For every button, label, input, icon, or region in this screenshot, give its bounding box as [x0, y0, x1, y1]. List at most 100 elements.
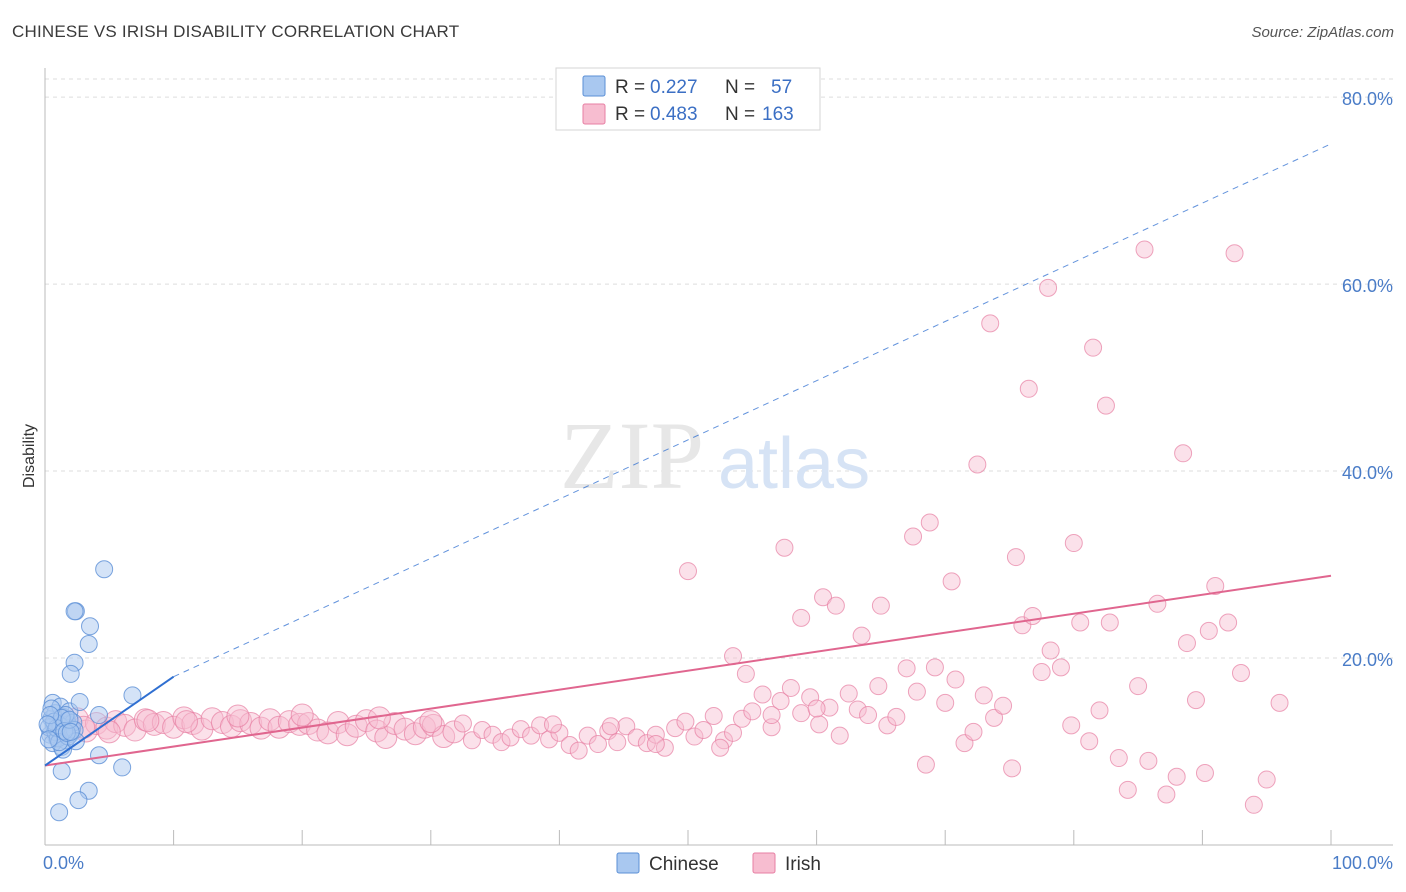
chinese-point — [65, 602, 84, 621]
chinese-point — [52, 762, 71, 781]
trend-lines — [173, 143, 1332, 678]
irish-point — [920, 513, 939, 532]
irish-point — [685, 727, 704, 746]
irish-point — [781, 678, 800, 697]
irish-points — [52, 240, 1289, 814]
irish-point — [453, 714, 472, 733]
y-tick-label: 60.0% — [1342, 276, 1393, 296]
irish-point — [258, 708, 282, 732]
irish-point — [1129, 677, 1148, 696]
irish-point — [1174, 444, 1193, 463]
legend-n-value-chinese: 57 — [771, 77, 792, 98]
irish-point — [142, 712, 166, 736]
irish-point — [897, 659, 916, 678]
irish-point — [1096, 396, 1115, 415]
irish-point — [1003, 759, 1022, 778]
irish-point — [814, 588, 833, 607]
irish-point — [1023, 606, 1042, 625]
irish-point — [1135, 240, 1154, 259]
chinese-point — [61, 722, 80, 741]
irish-point — [97, 720, 121, 744]
irish-point — [762, 706, 781, 725]
irish-swatch — [582, 103, 606, 125]
grid-lines — [45, 78, 1393, 659]
stats-legend: R = 0.227 N = 57 R = 0.483 N = 163 — [555, 67, 821, 131]
irish-point — [335, 723, 359, 747]
legend-irish-swatch — [752, 852, 776, 874]
irish-point — [852, 626, 871, 645]
irish-point — [473, 721, 492, 740]
irish-point — [1186, 691, 1205, 710]
irish-point — [569, 741, 588, 760]
irish-point — [174, 710, 198, 734]
legend-n-label-irish: N = — [725, 104, 755, 125]
irish-point — [839, 684, 858, 703]
chinese-point — [69, 791, 88, 810]
irish-point — [1177, 634, 1196, 653]
irish-point — [936, 693, 955, 712]
irish-point — [136, 709, 160, 733]
chinese-swatch — [582, 75, 606, 97]
irish-point — [1032, 663, 1051, 682]
irish-point — [994, 696, 1013, 715]
chinese-point — [70, 692, 89, 711]
irish-point — [1084, 338, 1103, 357]
irish-point — [1051, 658, 1070, 677]
chinese-point — [90, 706, 109, 725]
irish-point — [925, 658, 944, 677]
irish-point — [210, 711, 234, 735]
irish-point — [1071, 613, 1090, 632]
irish-point — [419, 710, 443, 734]
irish-point — [1167, 767, 1186, 786]
irish-point — [676, 712, 695, 731]
irish-point — [830, 726, 849, 745]
irish-point — [627, 728, 646, 747]
chinese-point — [79, 635, 98, 654]
chinese-point — [123, 686, 142, 705]
irish-point — [1090, 701, 1109, 720]
irish-point — [531, 716, 550, 735]
irish-point — [869, 677, 888, 696]
irish-point — [964, 722, 983, 741]
chinese-point — [95, 560, 114, 579]
irish-point — [1195, 764, 1214, 783]
irish-point — [907, 682, 926, 701]
irish-point — [226, 704, 250, 728]
irish-point — [483, 725, 502, 744]
irish-point — [801, 688, 820, 707]
chinese-point — [50, 803, 69, 822]
irish-point — [1157, 785, 1176, 804]
irish-point — [942, 572, 961, 591]
legend-r-value-chinese: 0.227 — [650, 77, 698, 98]
series-legend: Chinese Irish — [616, 852, 821, 875]
legend-r-value-irish: 0.483 — [650, 104, 698, 125]
irish-trend-line — [44, 574, 1332, 767]
irish-point — [1118, 780, 1137, 799]
irish-point — [522, 726, 541, 745]
irish-point — [1199, 621, 1218, 640]
irish-point — [1039, 278, 1058, 297]
irish-point — [1231, 663, 1250, 682]
irish-point — [1257, 770, 1276, 789]
irish-point — [887, 707, 906, 726]
irish-point — [1225, 244, 1244, 263]
irish-point — [1148, 594, 1167, 613]
chinese-point — [113, 758, 132, 777]
irish-point — [871, 596, 890, 615]
irish-point — [383, 711, 407, 735]
irish-point — [743, 702, 762, 721]
irish-point — [1080, 732, 1099, 751]
irish-point — [288, 712, 312, 736]
irish-point — [601, 717, 620, 736]
y-tick-label: 40.0% — [1342, 463, 1393, 483]
irish-point — [540, 730, 559, 749]
irish-point — [608, 733, 627, 752]
irish-point — [859, 706, 878, 725]
irish-point — [543, 715, 562, 734]
legend-chinese-swatch — [616, 852, 640, 874]
irish-point — [1019, 379, 1038, 398]
irish-point — [807, 699, 826, 718]
irish-point — [820, 698, 839, 717]
chinese-points — [38, 560, 142, 822]
x-tick-label-min: 0.0% — [43, 853, 84, 873]
